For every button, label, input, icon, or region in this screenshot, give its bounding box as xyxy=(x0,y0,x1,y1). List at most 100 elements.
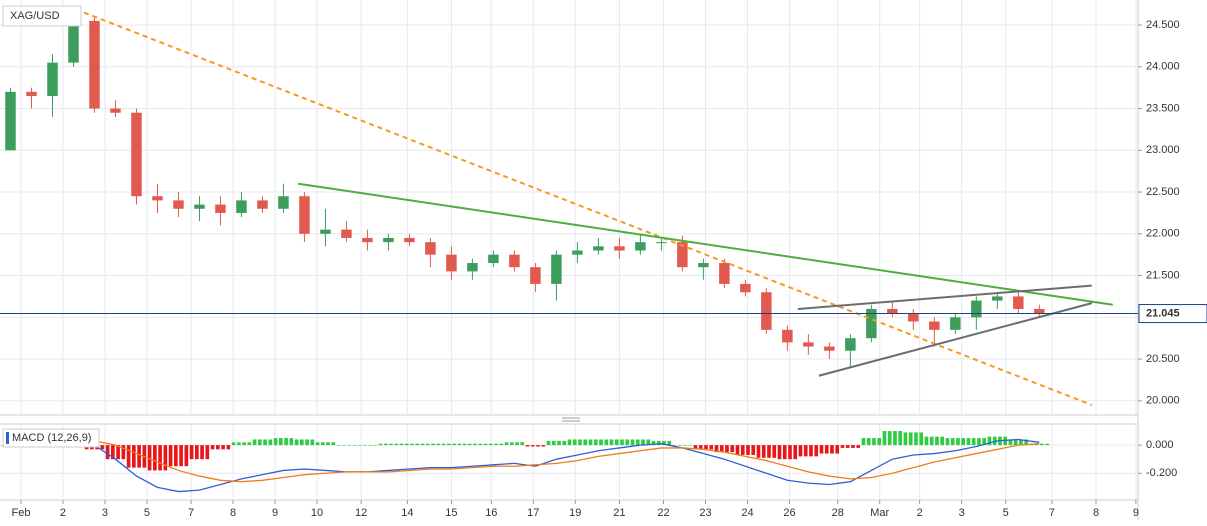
histogram-bar xyxy=(677,445,682,446)
x-tick-label: 22 xyxy=(657,507,669,519)
histogram-bar xyxy=(1040,443,1044,446)
y-tick-label: 23.000 xyxy=(1146,144,1180,156)
histogram-bar xyxy=(672,445,677,446)
histogram-bar xyxy=(599,439,603,446)
macd-line xyxy=(10,430,1040,493)
histogram-bar xyxy=(861,438,866,446)
histogram-bar xyxy=(719,445,724,453)
x-tick-label: 5 xyxy=(144,507,150,519)
histogram-bar xyxy=(782,445,787,460)
histogram-bar xyxy=(257,439,262,446)
histogram-bar xyxy=(593,439,598,446)
candle-body xyxy=(467,263,478,272)
y-tick-label: -0.200 xyxy=(1146,467,1177,479)
histogram-bar xyxy=(683,445,687,446)
histogram-bar xyxy=(966,438,971,446)
x-tick-label: Mar xyxy=(870,507,889,519)
histogram-bar xyxy=(646,439,651,446)
histogram-bar xyxy=(415,443,420,446)
histogram-bar xyxy=(153,445,157,471)
resize-handle[interactable] xyxy=(562,417,580,422)
x-tick-label: 9 xyxy=(272,507,278,519)
histogram-bar xyxy=(945,438,950,446)
macd-line xyxy=(10,438,1040,483)
histogram-bar xyxy=(578,439,582,446)
x-tick-label: 23 xyxy=(699,507,711,519)
candle-body xyxy=(383,237,394,243)
candle-body xyxy=(131,112,142,197)
histogram-bar xyxy=(893,431,897,446)
histogram-bar xyxy=(656,440,661,446)
histogram-bar xyxy=(651,440,656,446)
histogram-bar xyxy=(698,445,703,450)
histogram-bar xyxy=(399,443,404,446)
histogram-bar xyxy=(735,445,740,455)
histogram-bar xyxy=(824,445,829,454)
histogram-bar xyxy=(546,440,551,446)
histogram-bar xyxy=(488,443,493,446)
histogram-bar xyxy=(530,445,535,447)
histogram-bar xyxy=(294,439,299,446)
candle-body xyxy=(887,308,898,314)
candle-body xyxy=(362,237,373,243)
histogram-bar xyxy=(315,442,320,446)
histogram-bar xyxy=(205,445,210,460)
candle-body xyxy=(26,91,37,97)
y-tick-label: 20.500 xyxy=(1146,353,1180,365)
histogram-bar xyxy=(105,445,110,460)
histogram-bar xyxy=(284,438,288,446)
y-tick-label: 20.000 xyxy=(1146,395,1180,407)
histogram-bar xyxy=(1019,439,1023,446)
histogram-bar xyxy=(452,443,456,446)
x-tick-label: 14 xyxy=(401,507,413,519)
histogram-bar xyxy=(688,445,693,446)
histogram-bar xyxy=(950,438,955,446)
candle-body xyxy=(47,62,58,97)
histogram-bar xyxy=(263,439,267,446)
histogram-bar xyxy=(956,438,960,446)
candle-body xyxy=(824,346,835,351)
x-tick-label: 2 xyxy=(60,507,66,519)
histogram-bar xyxy=(793,445,798,460)
x-tick-label: 5 xyxy=(1003,507,1009,519)
histogram-bar xyxy=(184,445,189,467)
y-tick-label: 23.500 xyxy=(1146,102,1180,114)
histogram-bar xyxy=(305,439,309,446)
histogram-bar xyxy=(226,445,231,450)
x-tick-label: 8 xyxy=(230,507,236,519)
histogram-bar xyxy=(746,445,750,455)
histogram-bar xyxy=(126,445,131,468)
histogram-bar xyxy=(467,443,472,446)
x-tick-label: 3 xyxy=(959,507,965,519)
histogram-bar xyxy=(924,436,929,446)
histogram-bar xyxy=(147,445,152,471)
histogram-bar xyxy=(940,436,945,446)
histogram-bar xyxy=(903,432,908,446)
histogram-bar xyxy=(898,431,903,446)
candle-body xyxy=(257,200,268,209)
candle-body xyxy=(845,338,856,351)
x-tick-label: Feb xyxy=(12,507,31,519)
candle-body xyxy=(446,254,457,272)
y-tick-label: 21.500 xyxy=(1146,269,1180,281)
histogram-bar xyxy=(819,445,824,454)
histogram-bar xyxy=(767,445,771,458)
histogram-bar xyxy=(856,445,861,448)
histogram-bar xyxy=(788,445,792,460)
histogram-bar xyxy=(536,445,540,447)
histogram-bar xyxy=(483,443,488,446)
candle-body xyxy=(908,313,919,322)
candle-body xyxy=(404,237,415,243)
histogram-bar xyxy=(961,438,966,446)
trend-line xyxy=(298,182,1113,306)
histogram-bar xyxy=(914,432,918,446)
histogram-bar xyxy=(971,438,976,446)
candle-body xyxy=(677,242,688,268)
histogram-bar xyxy=(1008,439,1013,446)
x-tick-label: 19 xyxy=(569,507,581,519)
candle-body xyxy=(719,263,730,284)
histogram-bar xyxy=(210,445,215,450)
histogram-bar xyxy=(567,439,572,446)
histogram-bar xyxy=(625,439,630,446)
histogram-bar xyxy=(420,443,425,446)
